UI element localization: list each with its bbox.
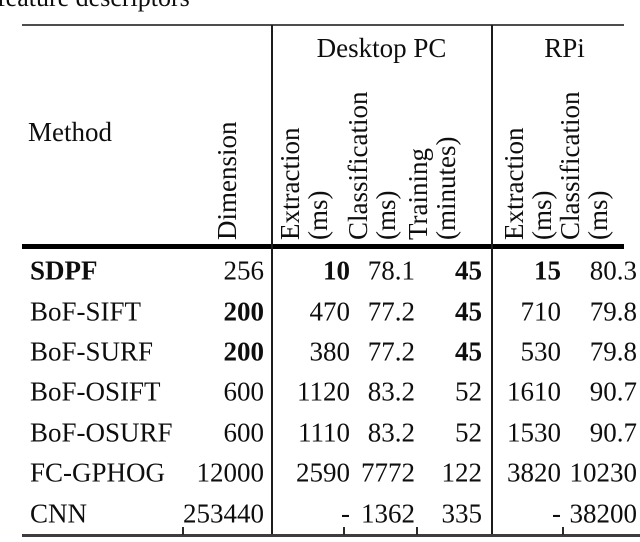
clipped-rule-stub [182,527,184,535]
method-cell: BoF-OSIFT [30,376,161,407]
column-header-desktop-classification: Classification (ms) [343,91,401,241]
desktop-classification-cell: 83.2 [367,417,415,448]
desktop-classification-cell: 78.1 [367,255,415,286]
clipped-rule-stub [416,527,418,535]
header-line: Extraction [499,127,529,240]
table-header-heavy-rule [22,244,624,249]
rpi-classification-cell: 80.3 [589,255,637,286]
table-body: SDPF 256 10 78.1 45 15 80.3 BoF-SIFT 200… [22,251,640,534]
header-line: (ms) [527,190,557,241]
column-header-dimension: Dimension [212,121,242,241]
table-row-bof-osift: BoF-OSIFT 600 1120 83.2 52 1610 90.7 [22,372,640,412]
header-line: Dimension [212,121,242,241]
desktop-extraction-cell: 2590 [296,457,350,488]
method-cell: BoF-SURF [30,336,154,367]
table-row-bof-surf: BoF-SURF 200 380 77.2 45 530 79.8 [22,332,640,372]
desktop-training-cell: 52 [455,376,482,407]
column-header-rpi-classification: Classification (ms) [555,91,613,241]
table-row-bof-osurf: BoF-OSURF 600 1110 83.2 52 1530 90.7 [22,413,640,453]
column-group-desktop-pc: Desktop PC [316,33,447,63]
rpi-extraction-cell: 15 [534,255,561,286]
table-row-cnn: CNN 253440 - 1362 335 - 38200 [22,494,640,534]
dimension-cell: 600 [223,376,265,407]
dimension-cell: 200 [223,336,265,367]
column-header-desktop-extraction: Extraction (ms) [275,127,333,241]
table-row-bof-sift: BoF-SIFT 200 470 77.2 45 710 79.8 [22,291,640,331]
desktop-classification-cell: 77.2 [367,336,415,367]
clipped-rule-stub [562,527,564,535]
rpi-classification-cell: 90.7 [589,376,637,407]
desktop-training-cell: 45 [455,296,482,327]
header-line: Training [403,147,433,240]
vertical-divider-dimension-desktop [271,25,273,534]
desktop-training-cell: 45 [455,255,482,286]
desktop-extraction-cell: 1110 [298,417,350,448]
desktop-classification-cell: 77.2 [367,296,415,327]
desktop-extraction-cell: 380 [309,336,351,367]
method-cell: SDPF [30,255,98,286]
header-line: Extraction [275,127,305,240]
rpi-extraction-cell: 530 [520,336,562,367]
header-line: Classification [555,91,585,240]
vertical-divider-desktop-rpi [491,25,493,534]
header-line: Classification [343,91,373,240]
rpi-extraction-cell: 3820 [507,457,561,488]
desktop-training-cell: 122 [441,457,483,488]
dimension-cell: 200 [223,296,265,327]
method-cell: CNN [30,498,88,529]
clipped-rule-stub [343,527,345,535]
desktop-extraction-cell: 1120 [297,376,350,407]
desktop-extraction-cell: 10 [323,255,350,286]
header-line: (ms) [583,190,613,241]
column-header-desktop-training: Training (minutes) [403,136,461,240]
header-line: (ms) [371,190,401,241]
column-header-rpi-extraction: Extraction (ms) [499,127,557,241]
rpi-classification-cell: 90.7 [589,417,637,448]
rpi-classification-cell: 38200 [569,498,638,529]
rpi-classification-cell: 79.8 [589,336,637,367]
dimension-cell: 256 [223,255,265,286]
rpi-classification-cell: 10230 [569,457,638,488]
rpi-extraction-cell: 710 [520,296,562,327]
rpi-extraction-cell: 1530 [507,417,561,448]
dimension-cell: 600 [223,417,265,448]
method-cell: BoF-SIFT [30,296,142,327]
desktop-classification-cell: 83.2 [367,376,415,407]
column-group-rpi: RPi [544,33,585,63]
desktop-classification-cell: 1362 [361,498,415,529]
method-cell: BoF-OSURF [30,417,173,448]
desktop-extraction-cell: - [341,498,350,529]
dimension-cell: 253440 [183,498,264,529]
table-row-sdpf: SDPF 256 10 78.1 45 15 80.3 [22,251,640,291]
desktop-training-cell: 45 [455,336,482,367]
column-header-method: Method [28,117,112,147]
desktop-training-cell: 335 [441,498,483,529]
method-cell: FC-GPHOG [30,457,166,488]
rpi-extraction-cell: 1610 [507,376,561,407]
desktop-extraction-cell: 470 [309,296,351,327]
rpi-extraction-cell: - [552,498,561,529]
rpi-classification-cell: 79.8 [589,296,637,327]
header-line: (ms) [303,190,333,241]
table-top-rule [22,24,624,26]
table-row-fc-gphog: FC-GPHOG 12000 2590 7772 122 3820 10230 [22,453,640,493]
dimension-cell: 12000 [196,457,265,488]
desktop-classification-cell: 7772 [361,457,415,488]
desktop-training-cell: 52 [455,417,482,448]
header-line: (minutes) [431,136,461,240]
table-bottom-rule [22,534,640,537]
caption-fragment: feature descriptors [0,0,190,13]
